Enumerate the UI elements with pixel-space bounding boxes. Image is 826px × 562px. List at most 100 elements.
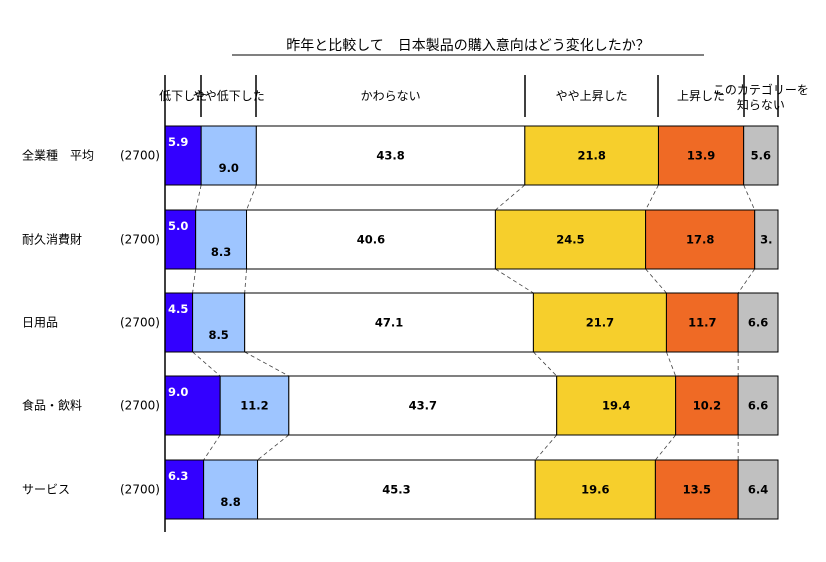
bar-segment: [737, 375, 779, 436]
connector-line: [203, 434, 221, 461]
value-label: 21.8: [577, 149, 605, 163]
connector-line: [737, 268, 756, 294]
sample-size-label: (2700): [120, 483, 160, 497]
category-label: 耐久消費財: [22, 232, 82, 247]
connector-lines: [192, 184, 756, 461]
legend-item: 上昇した: [677, 75, 745, 117]
legend-label: やや低下した: [193, 89, 265, 103]
bar-row: 耐久消費財 (2700) 5.0 8.3 40.6 24.5 17.8 3.: [22, 209, 779, 270]
bar-segment: [164, 209, 197, 270]
value-label: 9.0: [168, 385, 188, 399]
connector-line: [195, 184, 202, 211]
value-label: 19.4: [602, 399, 630, 413]
value-label: 10.2: [693, 399, 721, 413]
bar-segment: [494, 209, 647, 270]
connector-line: [743, 184, 756, 211]
value-label: 47.1: [375, 316, 403, 330]
legend-item: やや上昇した: [556, 75, 659, 117]
value-label: 6.6: [748, 316, 768, 330]
value-label: 9.0: [219, 161, 239, 175]
connector-line: [244, 268, 247, 294]
value-label: 6.4: [748, 483, 768, 497]
value-label: 5.6: [751, 149, 771, 163]
value-label: 8.5: [208, 328, 228, 342]
sample-size-label: (2700): [120, 149, 160, 163]
legend-label: かわらない: [361, 89, 421, 103]
connector-line: [655, 434, 676, 461]
value-label: 5.9: [168, 135, 188, 149]
value-label: 17.8: [686, 233, 714, 247]
value-label: 6.3: [168, 469, 188, 483]
bar-segment: [754, 209, 779, 270]
bar-segment: [556, 375, 677, 436]
connector-line: [534, 434, 558, 461]
chart-title: 昨年と比較して 日本製品の購入意向はどう変化したか？: [286, 37, 650, 54]
bar-segment: [288, 375, 558, 436]
category-label: サービス: [22, 483, 70, 497]
connector-line: [192, 268, 197, 294]
bar-row: 食品・飲料 (2700) 9.0 11.2 43.7 19.4 10.2 6.6: [22, 375, 779, 436]
connector-line: [495, 184, 526, 211]
connector-line: [244, 351, 290, 377]
value-label: 21.7: [586, 316, 614, 330]
bar-segment: [244, 292, 534, 353]
connector-line: [192, 351, 221, 377]
value-label: 45.3: [382, 483, 410, 497]
value-label: 5.0: [168, 219, 188, 233]
bar-segment: [743, 125, 779, 186]
value-label: 13.9: [687, 149, 715, 163]
value-label: 19.6: [581, 483, 609, 497]
legend-label: 知らない: [737, 98, 785, 112]
value-label: 43.8: [376, 149, 404, 163]
bar-row: 日用品 (2700) 4.5 8.5 47.1 21.7 11.7 6.6: [22, 292, 779, 353]
legend-label: やや上昇した: [556, 89, 628, 103]
legend-label: 低下した: [159, 89, 207, 103]
value-label: 8.3: [211, 245, 231, 259]
bar-segment: [164, 459, 205, 520]
category-label: 全業種 平均: [22, 148, 94, 163]
connector-line: [645, 184, 659, 211]
bar-segment: [665, 292, 739, 353]
bar-segment: [737, 459, 779, 520]
category-label: 日用品: [22, 316, 58, 330]
value-label: 4.5: [168, 302, 188, 316]
value-label: 24.5: [556, 233, 584, 247]
connector-line: [645, 268, 667, 294]
bar-segment: [219, 375, 290, 436]
value-label: 43.7: [409, 399, 437, 413]
bar-segment: [532, 292, 667, 353]
connector-line: [495, 268, 534, 294]
value-label: 13.5: [683, 483, 711, 497]
bar-row: 全業種 平均 (2700) 5.9 9.0 43.8 21.8 13.9 5.6: [22, 125, 779, 186]
category-label: 食品・飲料: [22, 398, 82, 413]
value-label: 11.2: [240, 399, 268, 413]
bar-segment: [255, 125, 526, 186]
bar-segment: [257, 459, 536, 520]
value-label: 3.: [760, 233, 772, 247]
sample-size-label: (2700): [120, 233, 160, 247]
value-label: 11.7: [688, 316, 716, 330]
bar-segment: [737, 292, 779, 353]
value-label: 6.6: [748, 399, 768, 413]
connector-line: [257, 434, 290, 461]
bar-segment: [246, 209, 496, 270]
value-label: 8.8: [220, 495, 240, 509]
sample-size-label: (2700): [120, 316, 160, 330]
legend-label: 上昇した: [677, 89, 725, 103]
connector-line: [533, 351, 557, 377]
legend-item: やや低下した: [193, 75, 265, 117]
legend-item: かわらない: [361, 75, 526, 117]
connector-line: [246, 184, 257, 211]
bar-segment: [200, 125, 257, 186]
value-label: 40.6: [357, 233, 385, 247]
bar-segment: [192, 292, 246, 353]
sample-size-label: (2700): [120, 399, 160, 413]
bar-segment: [203, 459, 259, 520]
bar-rows: 全業種 平均 (2700) 5.9 9.0 43.8 21.8 13.9 5.6 耐久消費財 (2…: [22, 125, 779, 520]
bar-segment: [534, 459, 656, 520]
legend-item: 低下した: [159, 75, 207, 117]
connector-line: [666, 351, 677, 377]
